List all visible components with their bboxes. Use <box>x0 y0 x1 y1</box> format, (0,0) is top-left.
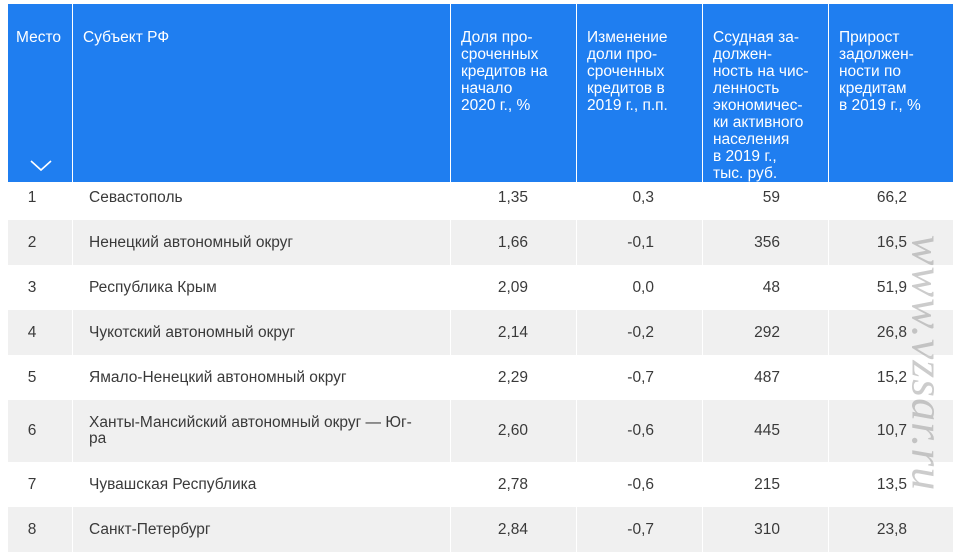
chevron-down-icon[interactable] <box>30 160 52 172</box>
table-row: 3 Республика Крым 2,09 0,0 48 51,9 <box>8 265 953 310</box>
table-row: 8 Санкт-Петербург 2,84 -0,7 310 23,8 <box>8 507 953 552</box>
watermark-text: www.vzsar.ru <box>902 234 954 491</box>
overdue-change-cell: -0,2 <box>577 310 702 355</box>
header-debt-growth[interactable]: Прирост задолжен- ности по кредитам в 20… <box>829 4 953 182</box>
rank-cell: 3 <box>8 265 72 310</box>
header-region[interactable]: Субъект РФ <box>73 4 450 182</box>
rank-cell: 5 <box>8 355 72 400</box>
header-debt-per-capita[interactable]: Ссудная за- должен- ность на чис- леннос… <box>703 4 828 182</box>
debt-per-capita-cell: 310 <box>703 507 828 552</box>
table-row: 6 Ханты-Мансийский автономный округ — Юг… <box>8 400 953 462</box>
debt-per-capita-cell: 292 <box>703 310 828 355</box>
debt-growth-cell: 13,5 <box>829 462 953 507</box>
rank-cell: 8 <box>8 507 72 552</box>
rank-cell: 1 <box>8 175 72 220</box>
table-body: 1 Севастополь 1,35 0,3 59 66,2 2 Ненецки… <box>8 175 953 552</box>
table-row: 7 Чувашская Республика 2,78 -0,6 215 13,… <box>8 462 953 507</box>
ranking-table: Место Субъект РФ Доля про- сроченных кре… <box>8 4 953 552</box>
rank-cell: 2 <box>8 220 72 265</box>
overdue-share-cell: 2,60 <box>451 400 576 462</box>
header-region-label: Субъект РФ <box>83 29 170 46</box>
header-overdue-change-label: Изменение доли про- сроченных кредитов в… <box>587 29 668 114</box>
overdue-share-cell: 2,29 <box>451 355 576 400</box>
rank-cell: 7 <box>8 462 72 507</box>
debt-growth-cell: 26,8 <box>829 310 953 355</box>
region-cell: Республика Крым <box>73 265 450 310</box>
table-header: Место Субъект РФ Доля про- сроченных кре… <box>8 4 953 182</box>
header-overdue-share-label: Доля про- сроченных кредитов на начало 2… <box>461 29 548 114</box>
overdue-change-cell: 0,3 <box>577 175 702 220</box>
overdue-share-cell: 2,14 <box>451 310 576 355</box>
table-row: 2 Ненецкий автономный округ 1,66 -0,1 35… <box>8 220 953 265</box>
debt-growth-cell: 66,2 <box>829 175 953 220</box>
debt-growth-cell: 15,2 <box>829 355 953 400</box>
overdue-change-cell: -0,6 <box>577 462 702 507</box>
debt-per-capita-cell: 487 <box>703 355 828 400</box>
overdue-change-cell: -0,6 <box>577 400 702 462</box>
region-cell: Чувашская Республика <box>73 462 450 507</box>
rank-cell: 4 <box>8 310 72 355</box>
overdue-share-cell: 1,35 <box>451 175 576 220</box>
rank-cell: 6 <box>8 400 72 462</box>
debt-per-capita-cell: 445 <box>703 400 828 462</box>
region-cell: Санкт-Петербург <box>73 507 450 552</box>
debt-per-capita-cell: 48 <box>703 265 828 310</box>
region-cell: Чукотский автономный округ <box>73 310 450 355</box>
watermark: www.vzsar.ru <box>903 195 954 530</box>
region-cell: Ханты-Мансийский автономный округ — Юг- … <box>73 400 450 462</box>
overdue-share-cell: 2,78 <box>451 462 576 507</box>
region-cell: Севастополь <box>73 175 450 220</box>
table-row: 1 Севастополь 1,35 0,3 59 66,2 <box>8 175 953 220</box>
debt-per-capita-cell: 59 <box>703 175 828 220</box>
overdue-change-cell: -0,1 <box>577 220 702 265</box>
header-rank[interactable]: Место <box>8 4 72 182</box>
overdue-change-cell: 0,0 <box>577 265 702 310</box>
overdue-share-cell: 1,66 <box>451 220 576 265</box>
header-debt-growth-label: Прирост задолжен- ности по кредитам в 20… <box>839 29 921 114</box>
overdue-share-cell: 2,84 <box>451 507 576 552</box>
table-row: 4 Чукотский автономный округ 2,14 -0,2 2… <box>8 310 953 355</box>
debt-growth-cell: 10,7 <box>829 400 953 462</box>
region-cell: Ненецкий автономный округ <box>73 220 450 265</box>
debt-growth-cell: 16,5 <box>829 220 953 265</box>
debt-per-capita-cell: 356 <box>703 220 828 265</box>
overdue-change-cell: -0,7 <box>577 507 702 552</box>
header-overdue-share[interactable]: Доля про- сроченных кредитов на начало 2… <box>451 4 576 182</box>
debt-growth-cell: 51,9 <box>829 265 953 310</box>
overdue-change-cell: -0,7 <box>577 355 702 400</box>
header-debt-per-capita-label: Ссудная за- должен- ность на чис- леннос… <box>713 29 809 182</box>
region-cell: Ямало-Ненецкий автономный округ <box>73 355 450 400</box>
debt-per-capita-cell: 215 <box>703 462 828 507</box>
overdue-share-cell: 2,09 <box>451 265 576 310</box>
header-overdue-change[interactable]: Изменение доли про- сроченных кредитов в… <box>577 4 702 182</box>
table-row: 5 Ямало-Ненецкий автономный округ 2,29 -… <box>8 355 953 400</box>
header-rank-label: Место <box>16 29 62 46</box>
